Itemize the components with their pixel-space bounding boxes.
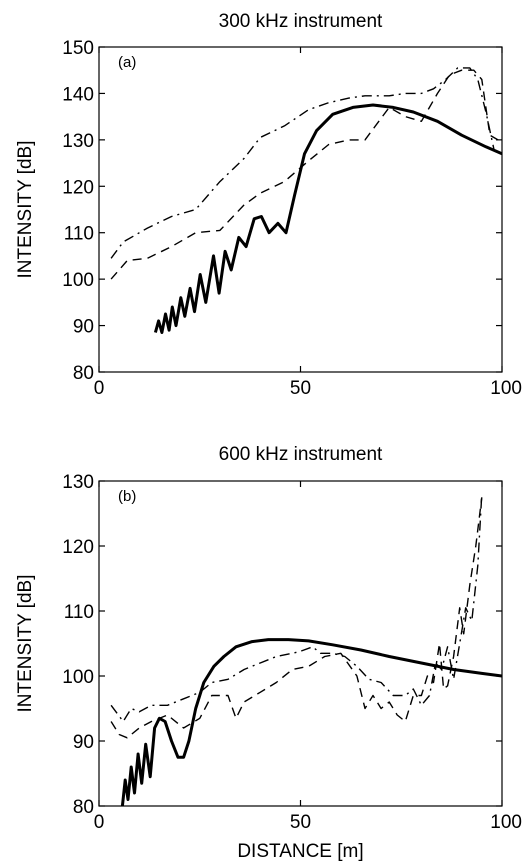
panel-label: (a) bbox=[118, 54, 136, 71]
plot-frame bbox=[98, 480, 503, 807]
series-dashdot-line bbox=[110, 493, 483, 723]
panel-a-300khz: 0 50 100 80 90 100 110 120 130 140 150 (a) 300 kHz i… bbox=[15, 11, 522, 399]
x-tick-label: 50 bbox=[290, 378, 311, 399]
y-tick-label: 90 bbox=[73, 732, 94, 753]
series-dashed-line bbox=[110, 69, 499, 280]
y-tick-label: 110 bbox=[64, 224, 94, 245]
y-tick-label: 80 bbox=[73, 797, 94, 818]
y-tick-label: 150 bbox=[62, 38, 94, 59]
y-tick-label: 80 bbox=[73, 363, 94, 384]
series-dashed-line bbox=[110, 497, 483, 739]
series-solid-line bbox=[120, 638, 502, 806]
panel-label: (b) bbox=[118, 488, 136, 505]
x-tick-label: 0 bbox=[94, 812, 105, 833]
panel-title: 600 kHz instrument bbox=[219, 444, 383, 465]
x-tick-label: 0 bbox=[94, 378, 105, 399]
x-axis-label: DISTANCE [m] bbox=[237, 841, 363, 862]
y-axis-label: INTENSITY [dB] bbox=[15, 141, 36, 279]
y-tick-label: 90 bbox=[73, 317, 94, 338]
y-tick-label: 120 bbox=[62, 177, 94, 198]
y-tick-label: 100 bbox=[62, 667, 94, 688]
y-tick-label: 110 bbox=[64, 602, 94, 623]
y-tick-label: 140 bbox=[62, 84, 94, 105]
x-tick-label: 100 bbox=[490, 378, 522, 399]
series-solid-line bbox=[153, 103, 502, 334]
x-tick-label: 100 bbox=[490, 812, 522, 833]
y-tick-label: 100 bbox=[62, 270, 94, 291]
series-dashdot-line bbox=[110, 67, 495, 259]
y-axis-label: INTENSITY [dB] bbox=[15, 575, 36, 713]
y-tick-label: 130 bbox=[62, 131, 94, 152]
y-tick-label: 120 bbox=[62, 537, 94, 558]
x-tick-label: 50 bbox=[290, 812, 311, 833]
panel-b-600khz: 0 50 100 80 90 100 110 120 130 (b) 600 kHz instrum… bbox=[15, 444, 522, 862]
panel-title: 300 kHz instrument bbox=[219, 11, 383, 32]
y-tick-label: 130 bbox=[62, 472, 94, 493]
